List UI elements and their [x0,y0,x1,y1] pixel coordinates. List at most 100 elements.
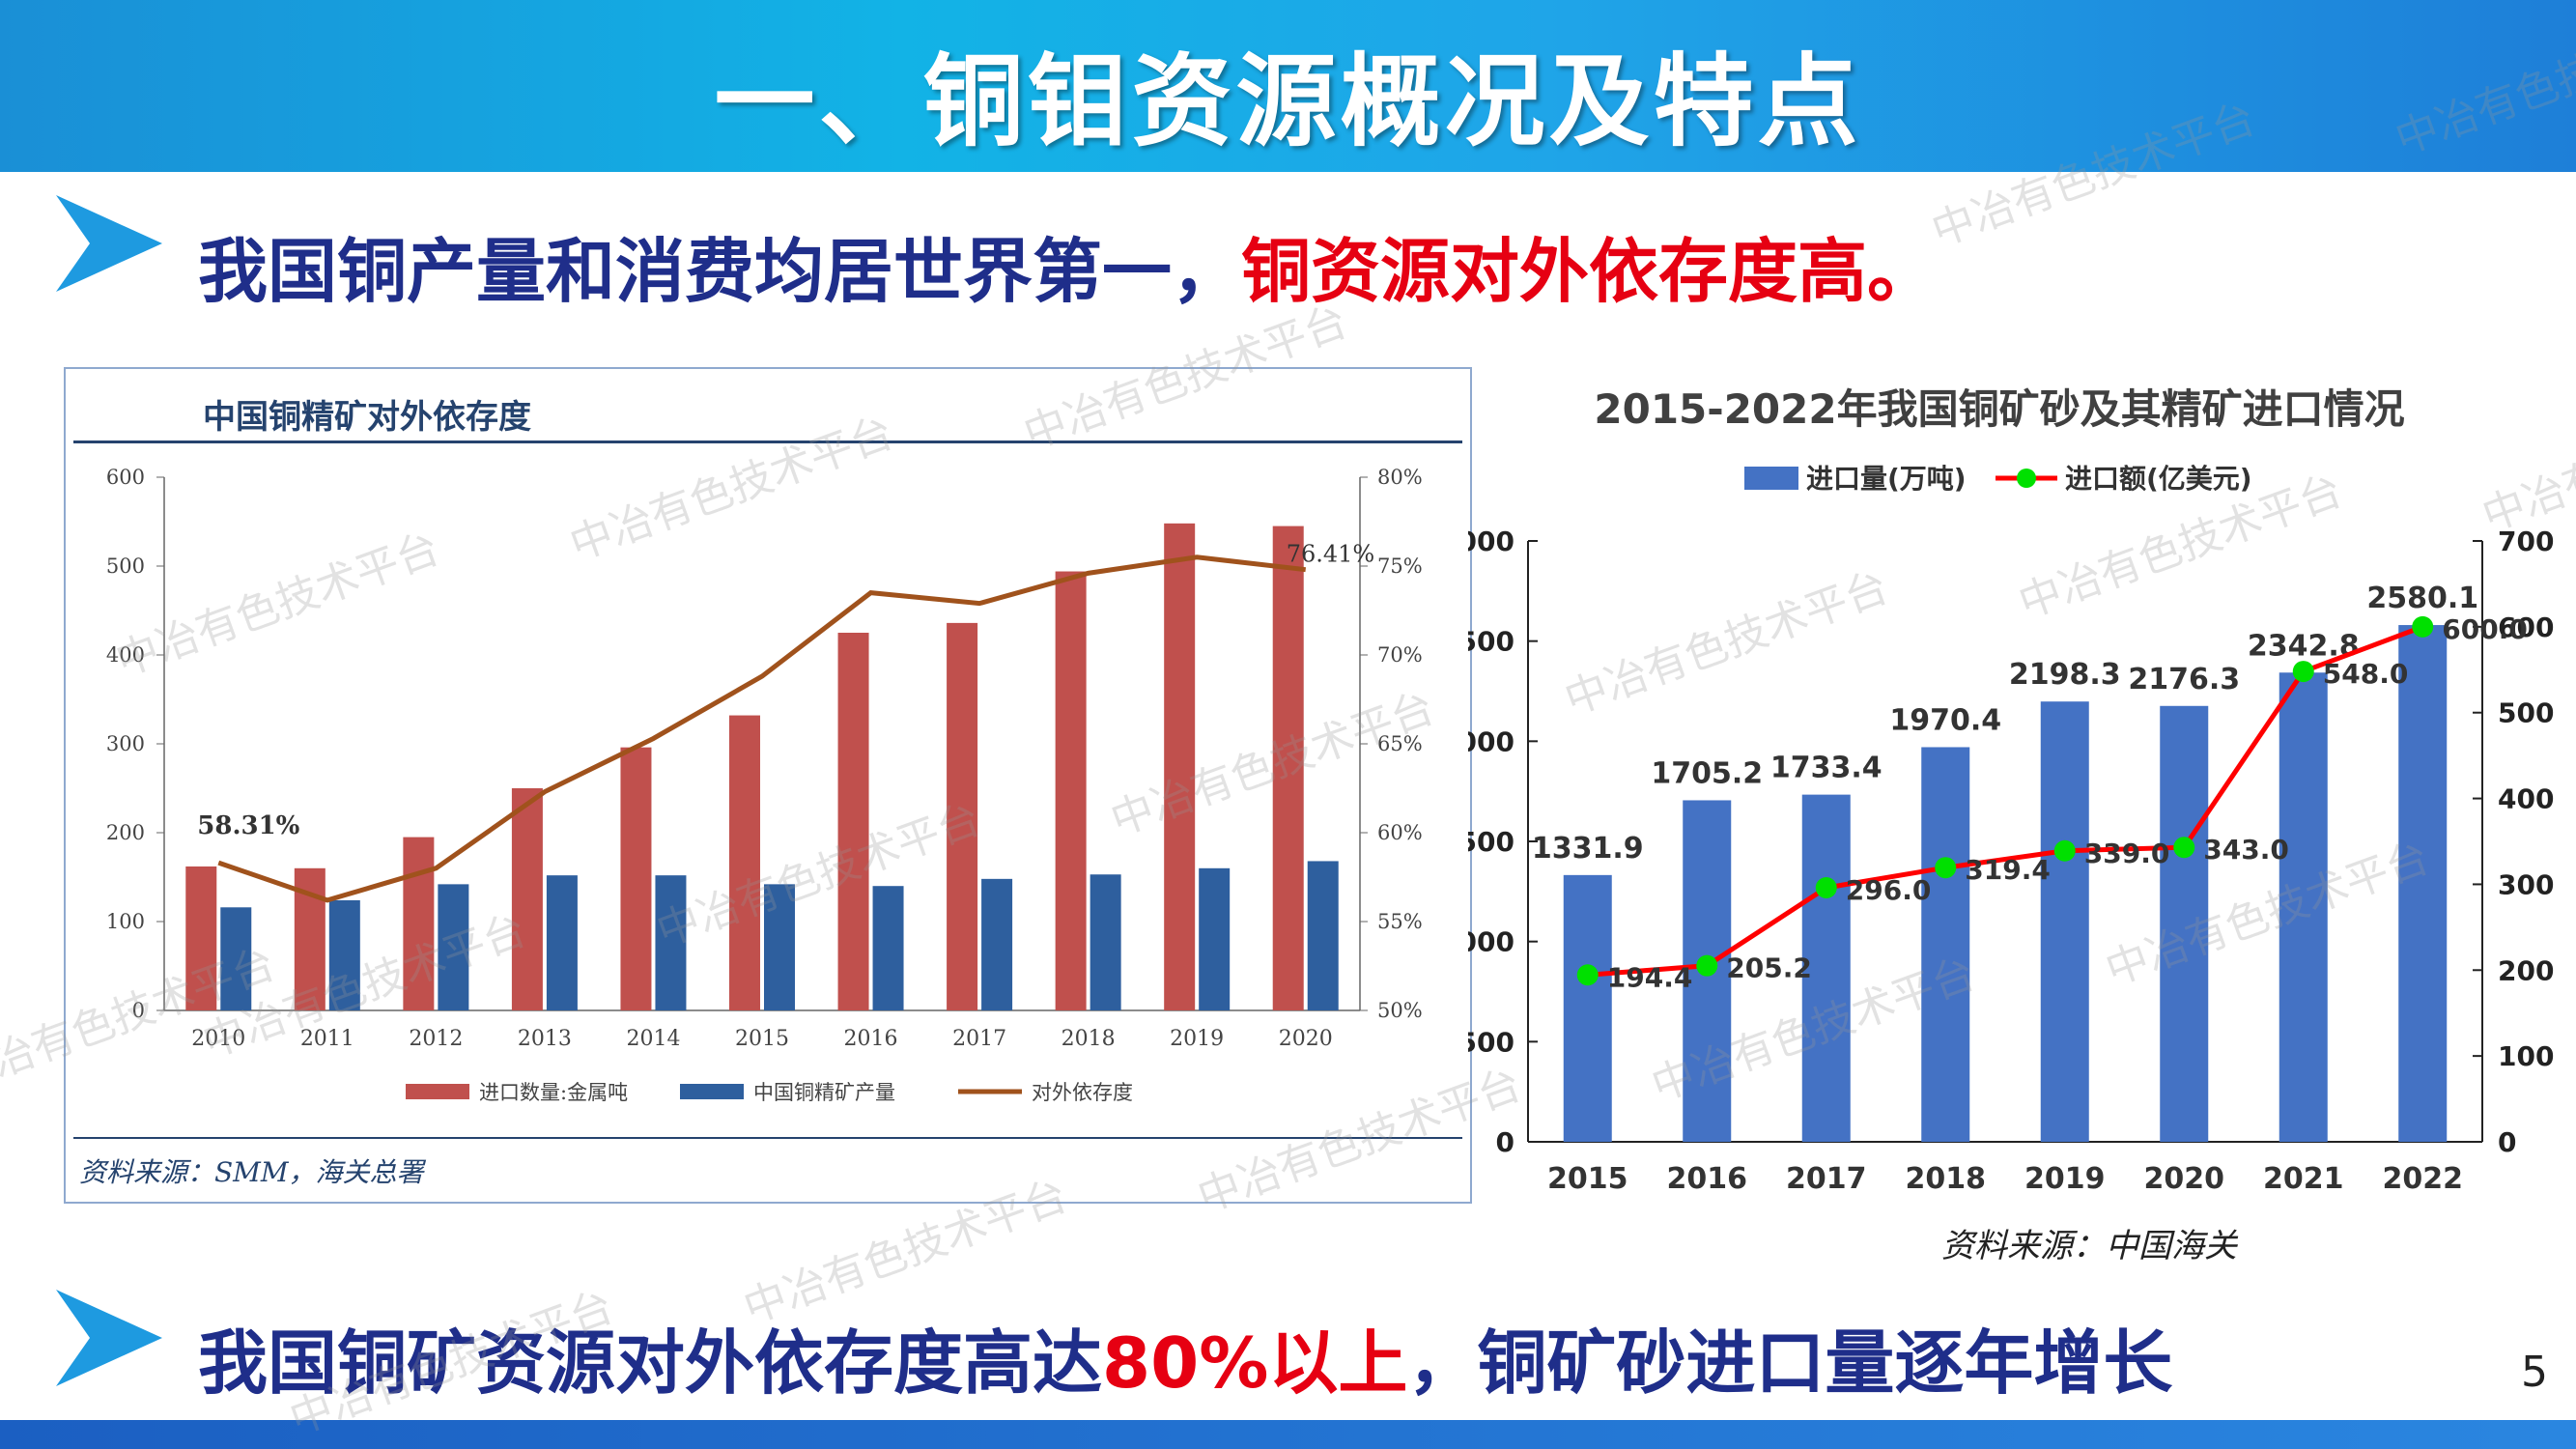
bar-production [438,884,469,1010]
x-tick-label: 2016 [844,1027,898,1051]
y-tick-label-right: 200 [2498,954,2554,986]
y-tick-label-left: 600 [106,466,145,489]
y-tick-label-right: 100 [2498,1040,2554,1072]
x-tick-label: 2016 [1667,1162,1748,1196]
legend-swatch-volume [1744,467,1798,490]
line-data-label: 319.4 [1965,854,2051,886]
y-tick-label-right: 50% [1377,999,1423,1022]
legend-label-dependency: 对外依存度 [1032,1081,1133,1104]
bar-data-label: 2580.1 [2366,582,2478,615]
y-tick-label-left: 1000 [1468,926,1514,958]
data-label-first: 58.31% [197,811,299,840]
y-tick-label-right: 700 [2498,526,2554,557]
line-marker [2292,661,2314,683]
line-marker [1696,954,1718,977]
bar-import-volume [1921,747,1970,1142]
legend-swatch-import [406,1084,469,1099]
line-marker [2173,837,2195,859]
bullet-2-text-after: ，铜矿砂进口量逐年增长 [1407,1322,2173,1404]
bar-data-label: 1331.9 [1532,832,1644,866]
x-tick-label: 2010 [191,1027,245,1051]
bar-production [981,878,1013,1010]
right-chart-source: 资料来源：中国海关 [1941,1227,2237,1265]
bar-import [511,788,543,1010]
bullet-2-text: 我国铜矿资源对外依存度高达 [198,1322,1103,1404]
chevron-right-icon [56,195,162,292]
y-tick-label-left: 0 [1496,1126,1514,1158]
title-divider [73,440,1462,443]
line-data-label: 600.0 [2442,613,2528,645]
y-tick-label-right: 600 [2498,611,2554,643]
bar-production [1307,861,1339,1010]
y-tick-label-left: 100 [106,910,145,933]
line-marker [1576,964,1599,986]
bar-data-label: 2176.3 [2128,663,2240,696]
bar-production [764,884,795,1010]
y-tick-label-right: 55% [1377,910,1423,933]
legend-label-value: 进口额(亿美元) [2065,463,2252,495]
x-tick-label: 2021 [2263,1162,2344,1196]
bar-production [872,886,904,1010]
bar-import-volume [1563,874,1612,1142]
y-tick-label-left: 500 [1468,1026,1514,1058]
y-tick-label-left: 1500 [1468,826,1514,858]
x-tick-label: 2013 [518,1027,572,1051]
bar-data-label: 2198.3 [2009,658,2121,692]
bar-import-volume [2279,672,2328,1142]
bullet-2: 我国铜矿资源对外依存度高达80%以上，铜矿砂进口量逐年增长 [198,1306,2172,1407]
bullet-1: 我国铜产量和消费均居世界第一，铜资源对外依存度高。 [198,214,1937,316]
line-marker [2412,615,2434,638]
bar-import [1164,523,1196,1010]
y-tick-label-right: 75% [1377,554,1423,578]
import-value-line [1587,624,2424,978]
y-tick-label-right: 500 [2498,697,2554,729]
y-tick-label-left: 200 [106,821,145,844]
x-tick-label: 2018 [1906,1162,1987,1196]
title-banner: 一、铜钼资源概况及特点 [0,0,2576,172]
bar-production [655,875,687,1010]
legend-swatch-value-marker [2017,469,2036,488]
y-tick-label-left: 300 [106,732,145,755]
right-chart-svg: 0 500 1000 1500 2000 2500 3000 0 100 200 300 400 500… [1468,463,2554,1196]
bar-data-label: 1733.4 [1770,752,1882,785]
bar-import-volume [2160,705,2209,1142]
legend-swatch-production [680,1084,744,1099]
bullet-1-highlight: 铜资源对外依存度高。 [1241,231,1938,312]
footer-bar [0,1420,2576,1449]
x-tick-label: 2014 [626,1027,680,1051]
left-chart-source: 资料来源：SMM，海关总署 [79,1156,424,1188]
line-data-label: 194.4 [1607,961,1693,993]
bar-import [947,622,978,1010]
line-marker [1935,857,1957,879]
left-chart-title: 中国铜精矿对外依存度 [203,398,531,437]
source-divider [73,1137,1462,1139]
y-tick-label-right: 70% [1377,643,1423,667]
y-tick-label-left: 3000 [1468,526,1514,557]
bar-production [1090,874,1121,1010]
bar-import [620,747,652,1010]
left-chart-svg: 0 100 200 300 400 500 600 50% 55% 60% 65% 70% 75% 80%… [106,466,1423,1104]
legend-label-production: 中国铜精矿产量 [753,1081,895,1104]
dependency-line [217,554,1307,903]
x-tick-label: 2017 [952,1027,1006,1051]
line-data-label: 339.0 [2084,838,2170,869]
legend-label-import: 进口数量:金属吨 [479,1081,628,1104]
bar-data-label: 1970.4 [1889,703,2001,737]
bar-import-volume [1801,794,1851,1142]
x-tick-label: 2020 [2144,1162,2225,1196]
bar-data-label: 1705.2 [1651,756,1763,790]
x-tick-label: 2020 [1279,1027,1333,1051]
x-tick-label: 2022 [2383,1162,2464,1196]
line-data-label: 548.0 [2323,658,2409,690]
bar-production [546,875,578,1010]
bullet-1-text: 我国铜产量和消费均居世界第一， [198,231,1242,312]
x-tick-label: 2012 [409,1027,463,1051]
y-tick-label-right: 60% [1377,821,1423,844]
right-chart-title: 2015-2022年我国铜矿砂及其精矿进口情况 [1594,385,2405,433]
y-tick-label-right: 65% [1377,732,1423,755]
line-marker [1815,876,1837,898]
x-tick-label: 2018 [1062,1027,1116,1051]
line-data-label: 343.0 [2203,834,2289,866]
x-tick-label: 2015 [1547,1162,1628,1196]
y-tick-label-left: 2000 [1468,725,1514,757]
